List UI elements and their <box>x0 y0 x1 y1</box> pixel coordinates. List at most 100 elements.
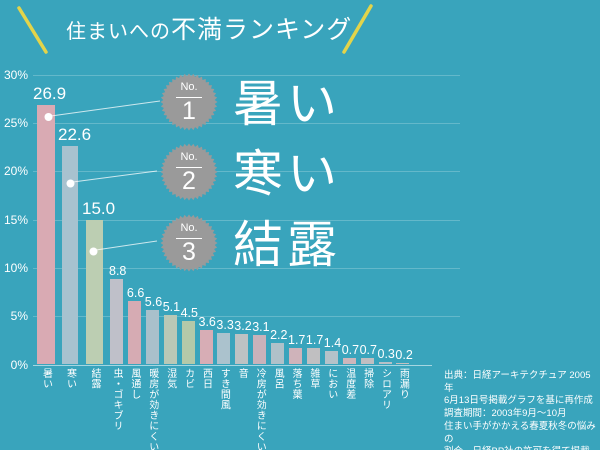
category-label-カビ: カビ <box>182 368 194 389</box>
category-label-雨漏り: 雨漏り <box>397 368 409 400</box>
y-axis-tick-20: 20% <box>3 164 28 179</box>
value-label-におい: 1.4 <box>323 335 342 350</box>
value-label-湿気: 5.1 <box>162 300 181 315</box>
value-label-温度差: 0.7 <box>341 342 360 357</box>
badge-divider <box>176 97 202 98</box>
badge-divider <box>176 167 202 168</box>
value-label-西日: 3.6 <box>198 314 216 329</box>
value-label-カビ: 4.5 <box>180 306 198 321</box>
bar-雑草 <box>306 348 320 365</box>
bar-音 <box>235 333 249 365</box>
scalloped-seal-icon <box>160 214 218 271</box>
value-label-虫・ゴキブリ: 8.8 <box>109 264 127 279</box>
badge-number: 1 <box>182 97 196 125</box>
category-label-湿気: 湿気 <box>164 368 176 389</box>
category-label-暑い: 暑い <box>40 368 52 389</box>
category-label-すき間風: すき間風 <box>218 368 230 410</box>
connector-line-3 <box>95 240 158 251</box>
rank-badge-2: No. 2 <box>157 140 221 204</box>
seal-shape <box>160 214 218 271</box>
source-line: 出典：日経アーキテクチュア 2005年 <box>444 370 591 394</box>
connector-line-1 <box>50 100 161 117</box>
bar-虫・ゴキブリ <box>110 279 123 365</box>
scalloped-seal-icon <box>160 143 218 201</box>
scalloped-seal-icon <box>160 73 218 131</box>
value-label-音: 3.2 <box>234 318 252 333</box>
badge-no-label: No. <box>180 81 198 93</box>
bar-寒い <box>62 146 78 365</box>
value-label-暖房が効きにくい: 5.6 <box>144 295 163 310</box>
badge-divider <box>176 237 202 239</box>
gridline-10pct <box>33 267 460 269</box>
value-label-風通し: 6.6 <box>126 285 145 300</box>
value-label-掃除: 0.7 <box>359 342 377 357</box>
y-axis-tick-10: 10% <box>3 260 28 275</box>
bar-カビ <box>181 321 195 365</box>
value-label-雨漏り: 0.2 <box>395 347 413 362</box>
source-line: 調査期間：2003年9月～10月 <box>444 408 567 420</box>
source-line: 割合 日経BP社の許可を得て掲載し <box>444 446 596 450</box>
category-label-風呂: 風呂 <box>272 368 284 389</box>
rank-word-2: 寒い <box>233 146 341 202</box>
bar-掃除 <box>360 357 374 365</box>
category-label-虫・ゴキブリ: 虫・ゴキブリ <box>111 368 122 431</box>
bar-落ち葉 <box>289 348 302 365</box>
category-label-暖房が効きにくい: 暖房が効きにくい <box>146 368 158 450</box>
gridline-15pct <box>33 219 460 221</box>
gridline-30pct <box>33 74 460 76</box>
source-note: 出典：日経アーキテクチュア 2005年 6月13日号掲載グラフを基に再作成 調査… <box>444 370 596 450</box>
rank-badge-1: No. 1 <box>157 70 221 134</box>
seal-shape <box>160 143 218 201</box>
badge-no-label: No. <box>180 221 198 234</box>
category-label-寒い: 寒い <box>64 368 76 389</box>
value-label-結露: 15.0 <box>82 198 116 218</box>
bar-冷房が効きにくい <box>253 334 267 365</box>
value-label-寒い: 22.6 <box>58 125 92 145</box>
category-label-雑草: 雑草 <box>307 368 319 389</box>
category-label-西日: 西日 <box>200 368 212 389</box>
value-label-シロアリ: 0.3 <box>377 346 395 361</box>
category-label-落ち葉: 落ち葉 <box>290 368 301 400</box>
category-label-におい: におい <box>325 368 337 400</box>
category-label-掃除: 掃除 <box>361 368 373 389</box>
value-label-風呂: 2.2 <box>270 328 288 343</box>
rank-word-3: 結露 <box>233 216 341 273</box>
y-axis-tick-5: 5% <box>10 309 28 324</box>
bar-すき間風 <box>217 332 231 365</box>
gridline-25pct <box>33 122 460 124</box>
rank-badge-3: No. 3 <box>157 211 221 275</box>
source-line: 6月13日号掲載グラフを基に再作成 <box>444 395 593 407</box>
left-slash-mark <box>17 6 48 54</box>
page-title-prefix: 住まいへの <box>66 21 171 43</box>
category-label-結露: 結露 <box>89 368 100 389</box>
bar-暑い <box>37 104 55 365</box>
page-title-main: 不満ランキング <box>171 16 353 44</box>
value-label-暑い: 26.9 <box>33 83 67 103</box>
value-label-落ち葉: 1.7 <box>288 333 306 348</box>
bar-風呂 <box>271 343 285 365</box>
seal-shape <box>160 73 218 131</box>
bar-暖房が効きにくい <box>145 310 159 365</box>
badge-number: 2 <box>182 167 196 195</box>
y-axis-tick-15: 15% <box>3 212 28 227</box>
bar-シロアリ <box>378 361 392 365</box>
value-label-雑草: 1.7 <box>305 333 324 348</box>
value-label-冷房が効きにくい: 3.1 <box>252 319 270 334</box>
rank-word-1: 暑い <box>233 76 341 132</box>
category-label-冷房が効きにくい: 冷房が効きにくい <box>254 368 266 450</box>
category-label-音: 音 <box>236 368 248 379</box>
y-axis-tick-0: 0% <box>10 357 28 372</box>
y-axis-tick-25: 25% <box>3 115 28 130</box>
bar-温度差 <box>342 357 356 365</box>
gridline-5pct <box>33 316 460 318</box>
bar-におい <box>324 350 338 365</box>
category-label-シロアリ: シロアリ <box>379 368 391 410</box>
category-label-風通し: 風通し <box>128 368 140 400</box>
y-axis-tick-30: 30% <box>3 67 28 82</box>
bar-風通し <box>127 300 141 365</box>
connector-line-2 <box>72 170 158 183</box>
source-line: 住まい手がかかえる春夏秋冬の悩みの <box>444 420 596 445</box>
bar-結露 <box>86 219 103 365</box>
category-label-温度差: 温度差 <box>343 368 355 400</box>
